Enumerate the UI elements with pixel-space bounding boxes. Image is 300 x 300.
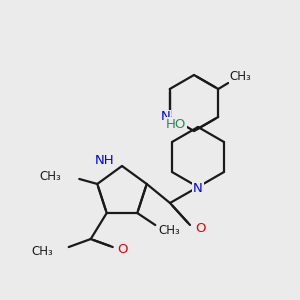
Text: CH₃: CH₃ [31, 244, 53, 257]
Text: N: N [193, 182, 203, 196]
Text: CH₃: CH₃ [158, 224, 180, 236]
Text: CH₃: CH₃ [40, 170, 61, 184]
Text: O: O [195, 223, 205, 236]
Text: O: O [118, 242, 128, 256]
Text: CH₃: CH₃ [230, 70, 251, 83]
Text: N: N [161, 110, 171, 124]
Text: HO: HO [166, 118, 186, 130]
Text: NH: NH [94, 154, 114, 167]
